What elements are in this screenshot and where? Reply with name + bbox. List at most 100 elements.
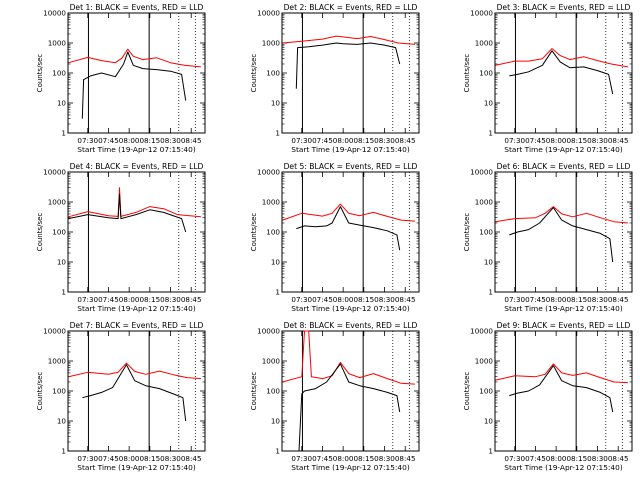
chart-panel-5: Det 5: BLACK = Events, RED = LLD 1 10 100 10… [250,162,420,313]
red-lld-series-line [495,48,628,68]
x-tick-label: 08:15 [139,295,160,304]
x-tick-label: 08:30 [587,454,608,463]
x-tick-label: 08:15 [353,454,374,463]
chart-title: Det 8: BLACK = Events, RED = LLD [284,321,418,330]
y-tick-label: 10 [57,99,67,108]
x-tick-label: 08:45 [395,295,416,304]
y-tick-label: 10 [484,99,494,108]
y-tick-label: 1 [488,447,493,456]
y-axis-label: Counts/sec [250,54,258,93]
chart-panel-9: Det 9: BLACK = Events, RED = LLD 1 10 100 10… [463,321,633,472]
x-axis-label: Start Time (19-Apr-12 07:15:40) [291,304,410,313]
x-axis-label: Start Time (19-Apr-12 07:15:40) [291,145,410,154]
chart-panel-8: Det 8: BLACK = Events, RED = LLD 1 10 100 10… [250,321,420,472]
chart-panel-6: Det 6: BLACK = Events, RED = LLD 1 10 100 10… [463,162,633,313]
x-tick-label: 07:45 [98,136,119,145]
black-events-series-line [298,363,401,452]
y-tick-label: 100 [52,387,66,396]
x-tick-label: 08:15 [353,295,374,304]
y-tick-label: 1 [61,129,66,138]
y-tick-label: 1 [488,288,493,297]
y-tick-label: 10000 [257,327,280,336]
red-lld-series-line [495,206,628,224]
y-tick-label: 1000 [48,39,67,48]
y-tick-label: 10 [484,417,494,426]
y-axis-label: Counts/sec [36,213,44,252]
y-tick-label: 10 [57,258,67,267]
y-tick-label: 10000 [43,327,66,336]
x-tick-label: 08:30 [374,136,395,145]
y-tick-label: 10000 [43,168,66,177]
x-axis-label: Start Time (19-Apr-12 07:15:40) [504,145,623,154]
y-tick-label: 100 [479,228,493,237]
x-tick-label: 08:30 [587,295,608,304]
y-tick-label: 10000 [43,9,66,18]
y-axis-label: Counts/sec [463,213,471,252]
y-tick-label: 10 [271,417,281,426]
x-tick-label: 07:30 [77,454,98,463]
red-lld-series-line [68,362,201,380]
y-tick-label: 10000 [470,9,493,18]
chart-title: Det 5: BLACK = Events, RED = LLD [284,162,418,171]
y-tick-label: 10000 [257,9,280,18]
x-tick-label: 08:30 [587,136,608,145]
x-axis-label: Start Time (19-Apr-12 07:15:40) [77,145,196,154]
x-tick-label: 07:30 [504,454,525,463]
chart-title: Det 3: BLACK = Events, RED = LLD [497,3,631,12]
y-tick-label: 10000 [470,168,493,177]
y-tick-label: 10000 [470,327,493,336]
x-tick-label: 08:00 [546,454,567,463]
x-tick-label: 08:15 [566,136,587,145]
x-tick-label: 07:45 [312,454,333,463]
y-tick-label: 1 [61,288,66,297]
black-events-series-line [296,206,401,251]
black-events-series-line [81,51,187,119]
black-events-series-line [509,365,614,413]
y-tick-label: 100 [479,387,493,396]
y-axis-label: Counts/sec [463,54,471,93]
x-tick-label: 08:30 [160,454,181,463]
x-tick-label: 07:45 [312,295,333,304]
x-axis-label: Start Time (19-Apr-12 07:15:40) [504,304,623,313]
x-tick-label: 07:45 [525,295,546,304]
chart-panel-7: Det 7: BLACK = Events, RED = LLD 1 10 100 10… [36,321,206,472]
x-tick-label: 07:45 [98,454,119,463]
x-tick-label: 08:00 [333,295,354,304]
x-tick-label: 07:30 [77,136,98,145]
y-axis-label: Counts/sec [36,54,44,93]
y-tick-label: 1 [275,447,280,456]
y-tick-label: 100 [52,228,66,237]
x-tick-label: 07:45 [312,136,333,145]
black-events-series-line [509,50,614,95]
x-tick-label: 07:45 [98,295,119,304]
x-tick-label: 08:15 [566,454,587,463]
x-tick-label: 08:45 [608,136,629,145]
y-axis-label: Counts/sec [463,372,471,411]
x-tick-label: 08:00 [119,454,140,463]
black-events-series-line [509,207,614,263]
x-tick-label: 08:15 [566,295,587,304]
y-tick-label: 1000 [475,357,494,366]
x-tick-label: 08:00 [119,136,140,145]
y-axis-label: Counts/sec [36,372,44,411]
chart-title: Det 2: BLACK = Events, RED = LLD [284,3,418,12]
x-axis-label: Start Time (19-Apr-12 07:15:40) [77,463,196,472]
y-tick-label: 10 [271,99,281,108]
x-axis-label: Start Time (19-Apr-12 07:15:40) [504,463,623,472]
black-events-series-line [68,193,187,233]
chart-title: Det 1: BLACK = Events, RED = LLD [70,3,204,12]
x-tick-label: 07:30 [504,295,525,304]
x-tick-label: 08:45 [181,454,202,463]
black-events-series-line [82,364,187,422]
x-tick-label: 08:45 [181,295,202,304]
x-tick-label: 08:30 [374,295,395,304]
x-tick-label: 07:30 [291,454,312,463]
y-tick-label: 1000 [262,39,281,48]
y-axis-label: Counts/sec [250,372,258,411]
x-tick-label: 08:45 [395,454,416,463]
x-tick-label: 08:15 [139,454,160,463]
y-tick-label: 100 [479,69,493,78]
red-lld-series-line [495,363,628,384]
